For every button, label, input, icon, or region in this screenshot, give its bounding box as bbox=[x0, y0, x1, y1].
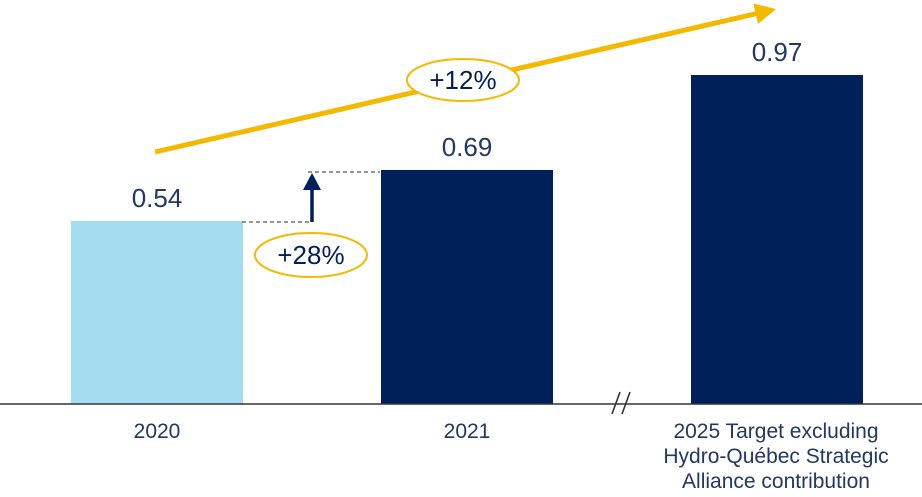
trend-12-badge: +12% bbox=[406, 58, 520, 102]
category-label-1: 2021 bbox=[444, 420, 491, 443]
category-labels-layer: 2020 2021 2025 Target excludingHydro-Québe… bbox=[134, 420, 889, 493]
increase-28-label: +28% bbox=[277, 240, 344, 270]
category-label-2-line-0: 2025 Target excluding bbox=[673, 420, 878, 443]
bar-1 bbox=[381, 169, 553, 404]
category-label-2-line-1: Hydro-Québec Strategic bbox=[663, 445, 888, 468]
bar-0 bbox=[71, 220, 243, 404]
value-label-0: 0.54 bbox=[132, 183, 183, 213]
up-arrow-icon bbox=[303, 173, 321, 190]
bar-2 bbox=[691, 75, 863, 404]
increase-28-marker bbox=[242, 171, 380, 223]
category-label-2-line-2: Alliance contribution bbox=[682, 470, 870, 493]
value-labels-layer: 0.54 0.69 0.97 bbox=[132, 37, 803, 213]
category-label-0: 2020 bbox=[134, 420, 181, 443]
value-label-1: 0.69 bbox=[442, 132, 493, 162]
value-label-2: 0.97 bbox=[752, 37, 803, 67]
trend-12-label: +12% bbox=[429, 65, 496, 95]
axis-break-marker bbox=[611, 391, 631, 415]
increase-28-badge: +28% bbox=[254, 232, 368, 278]
bars-layer bbox=[71, 75, 863, 404]
